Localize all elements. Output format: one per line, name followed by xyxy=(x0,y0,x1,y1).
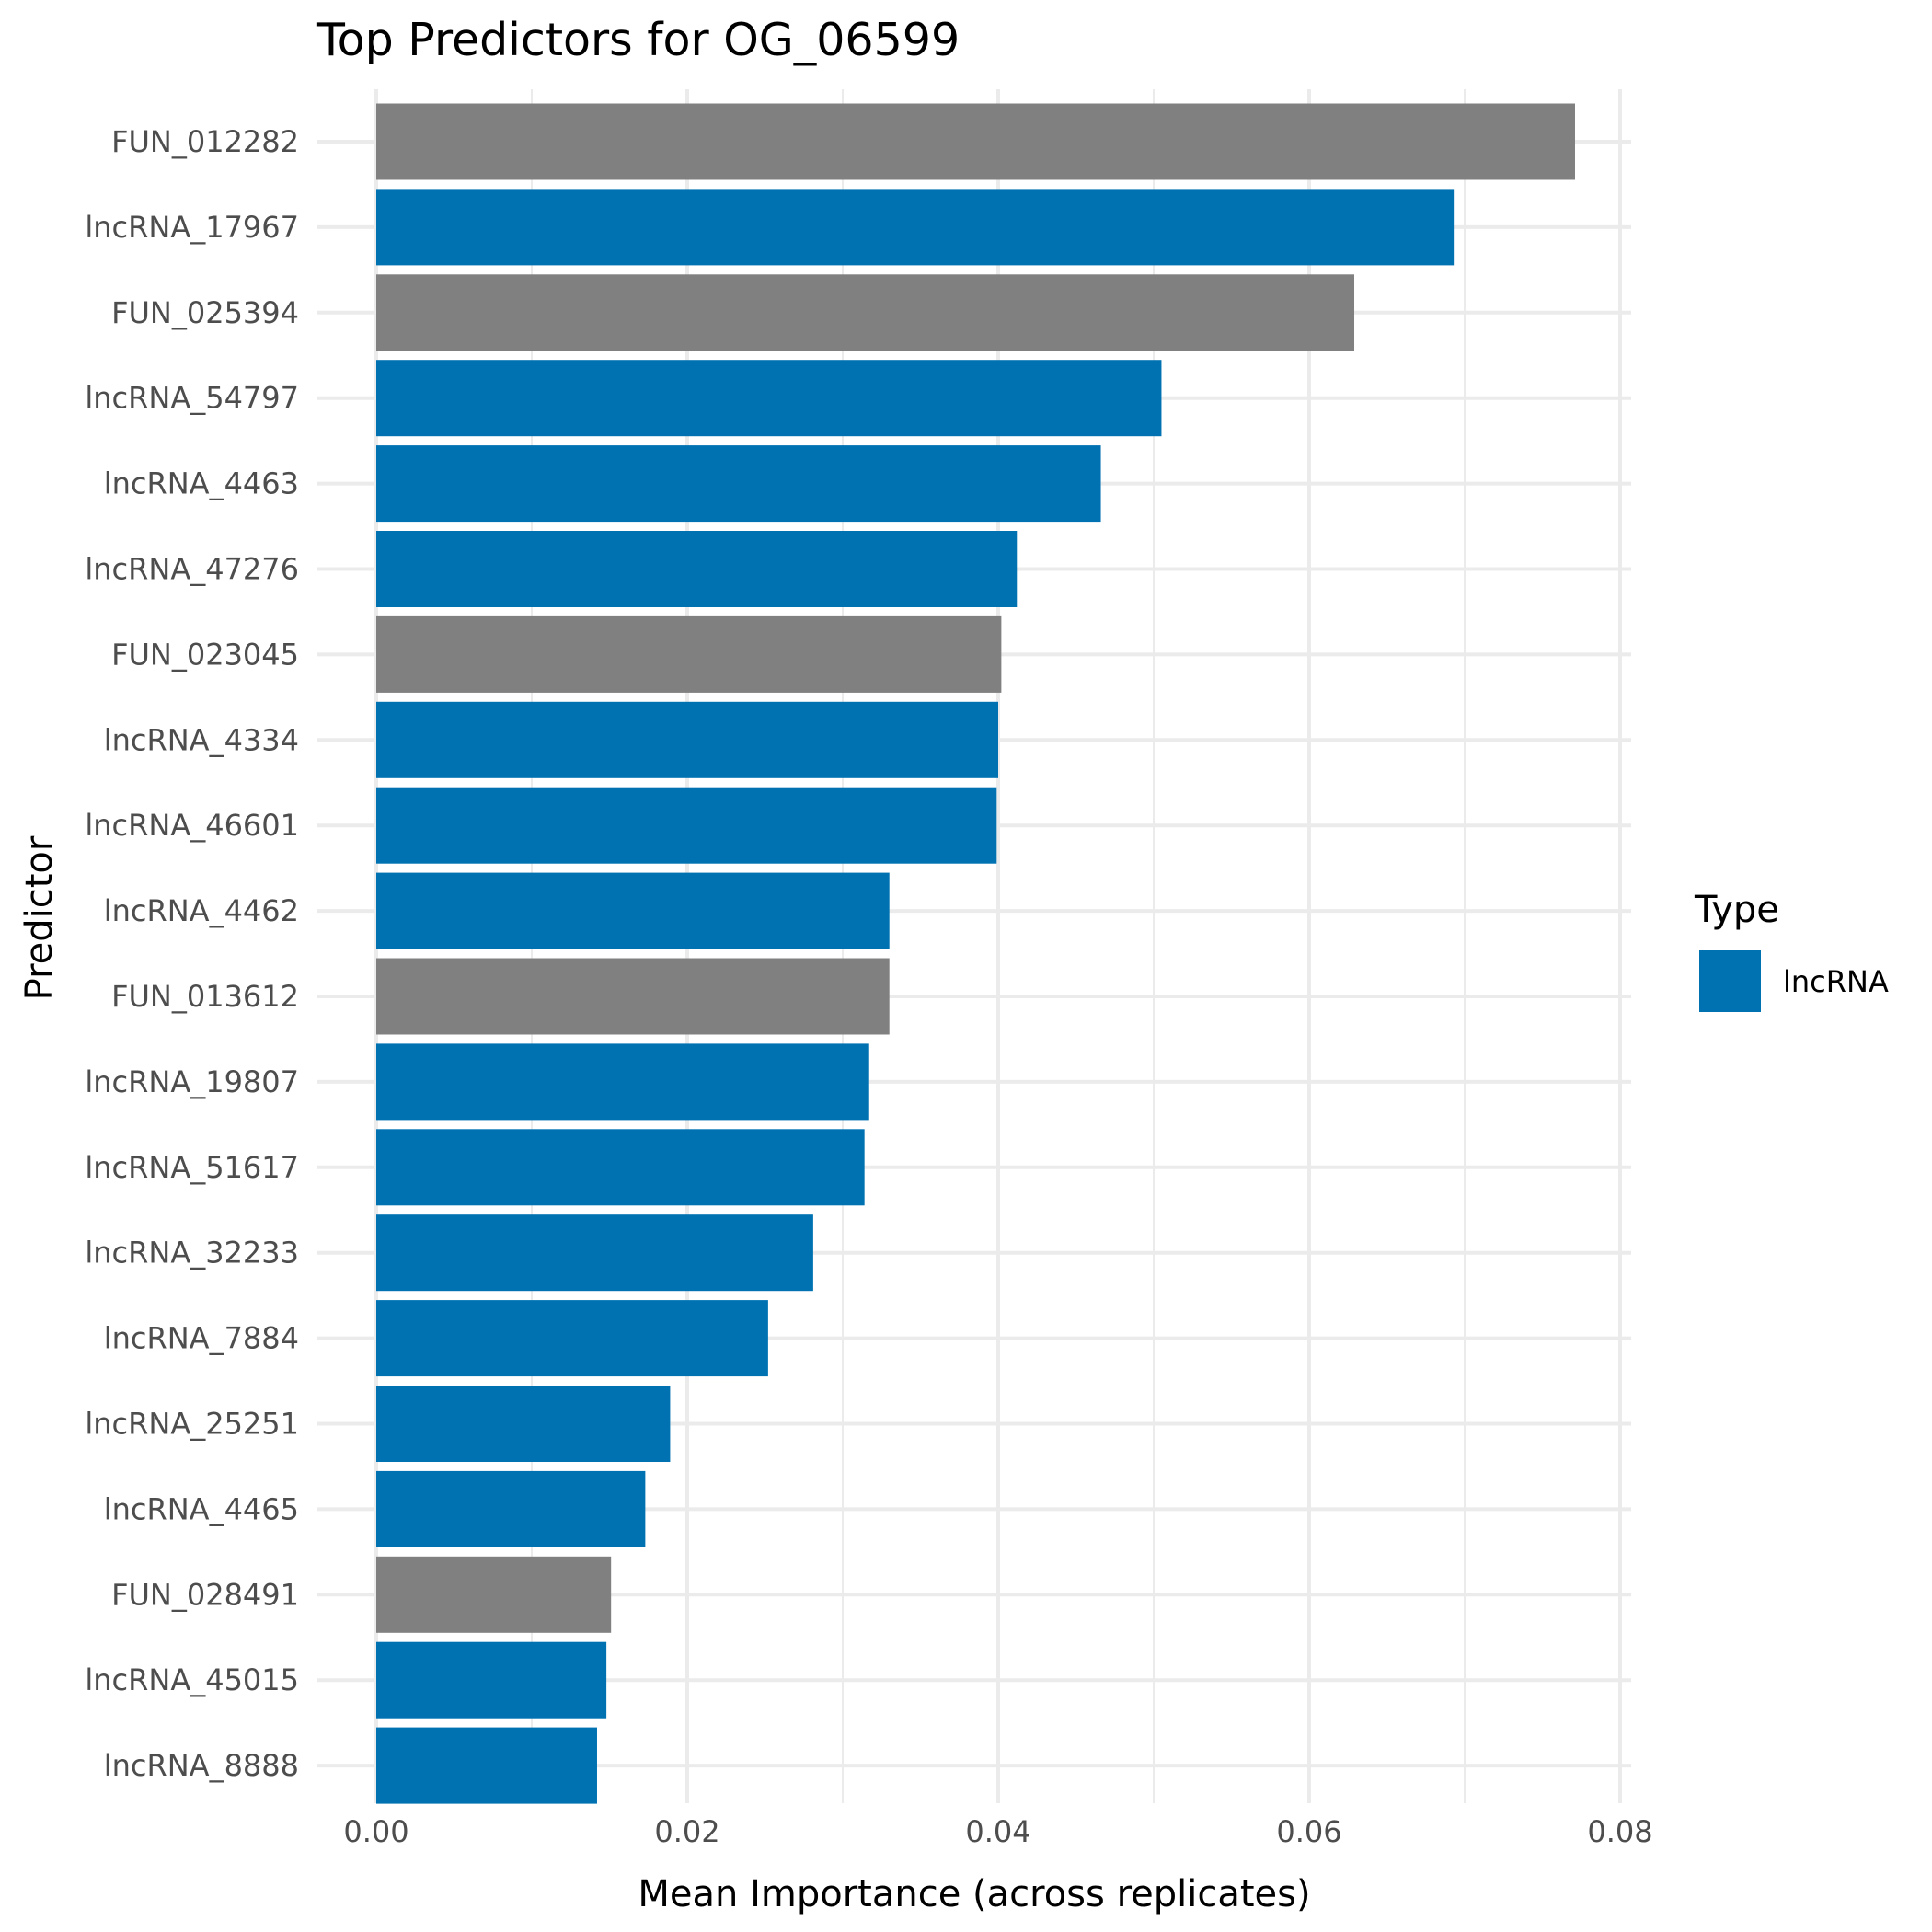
y-tick-label: lncRNA_4462 xyxy=(104,893,299,928)
bar-lncrna_4334 xyxy=(376,701,998,778)
y-tick-label: lncRNA_4465 xyxy=(104,1491,299,1526)
legend-swatch-lncrna xyxy=(1699,950,1761,1012)
bar-lncrna_32233 xyxy=(376,1214,813,1292)
bar-lncrna_47276 xyxy=(376,531,1018,607)
y-tick-label: FUN_023045 xyxy=(111,637,299,672)
y-tick-label: lncRNA_8888 xyxy=(104,1748,299,1783)
y-tick-label: lncRNA_51617 xyxy=(85,1150,299,1185)
x-tick-label: 0.06 xyxy=(1276,1814,1341,1849)
y-tick-label: lncRNA_54797 xyxy=(85,381,299,416)
bar-lncrna_7884 xyxy=(376,1300,768,1377)
bar-fun_025394 xyxy=(376,274,1355,351)
y-tick-label: lncRNA_45015 xyxy=(85,1662,299,1697)
bar-lncrna_4465 xyxy=(376,1470,646,1547)
bars xyxy=(376,103,1575,1804)
x-axis-title: Mean Importance (across replicates) xyxy=(638,1873,1310,1915)
x-tick-label: 0.08 xyxy=(1587,1814,1652,1849)
y-tick-label: lncRNA_47276 xyxy=(85,552,299,587)
bar-lncrna_54797 xyxy=(376,360,1162,437)
bar-lncrna_46601 xyxy=(376,787,997,864)
y-tick-label: FUN_025394 xyxy=(111,295,299,330)
y-tick-label: FUN_013612 xyxy=(111,979,299,1014)
bar-fun_028491 xyxy=(376,1556,612,1633)
bar-lncrna_45015 xyxy=(376,1641,607,1719)
legend-label-lncrna: lncRNA xyxy=(1783,964,1889,999)
y-tick-label: lncRNA_32233 xyxy=(85,1236,299,1271)
bar-lncrna_17967 xyxy=(376,189,1455,266)
y-tick-label: FUN_028491 xyxy=(111,1577,299,1612)
bar-fun_013612 xyxy=(376,958,890,1035)
y-tick-label: lncRNA_7884 xyxy=(104,1321,299,1356)
y-tick-label: FUN_012282 xyxy=(111,124,299,159)
legend: Type lncRNA xyxy=(1694,889,1889,1012)
y-tick-label: lncRNA_19807 xyxy=(85,1064,299,1099)
chart-title: Top Predictors for OG_06599 xyxy=(316,14,960,66)
bar-fun_012282 xyxy=(376,103,1575,180)
legend-title: Type xyxy=(1694,889,1779,931)
bar-lncrna_25251 xyxy=(376,1386,671,1462)
bar-lncrna_51617 xyxy=(376,1129,865,1206)
bar-fun_023045 xyxy=(376,615,1002,693)
y-tick-labels: FUN_012282 lncRNA_17967 FUN_025394 lncRNA_5… xyxy=(85,124,299,1783)
bar-lncrna_4463 xyxy=(376,445,1101,523)
y-tick-label: lncRNA_4463 xyxy=(104,466,299,501)
y-tick-label: lncRNA_46601 xyxy=(85,808,299,843)
y-axis-title: Predictor xyxy=(18,835,61,1000)
x-tick-labels: 0.00 0.02 0.04 0.06 0.08 xyxy=(343,1814,1652,1849)
bar-lncrna_19807 xyxy=(376,1043,869,1121)
x-tick-label: 0.04 xyxy=(965,1814,1030,1849)
y-tick-label: lncRNA_17967 xyxy=(85,210,299,245)
x-tick-label: 0.00 xyxy=(343,1814,408,1849)
y-tick-label: lncRNA_4334 xyxy=(104,722,299,757)
y-tick-label: lncRNA_25251 xyxy=(85,1407,299,1442)
bar-lncrna_4462 xyxy=(376,872,890,949)
bar-lncrna_8888 xyxy=(376,1727,597,1804)
x-tick-label: 0.02 xyxy=(654,1814,719,1849)
